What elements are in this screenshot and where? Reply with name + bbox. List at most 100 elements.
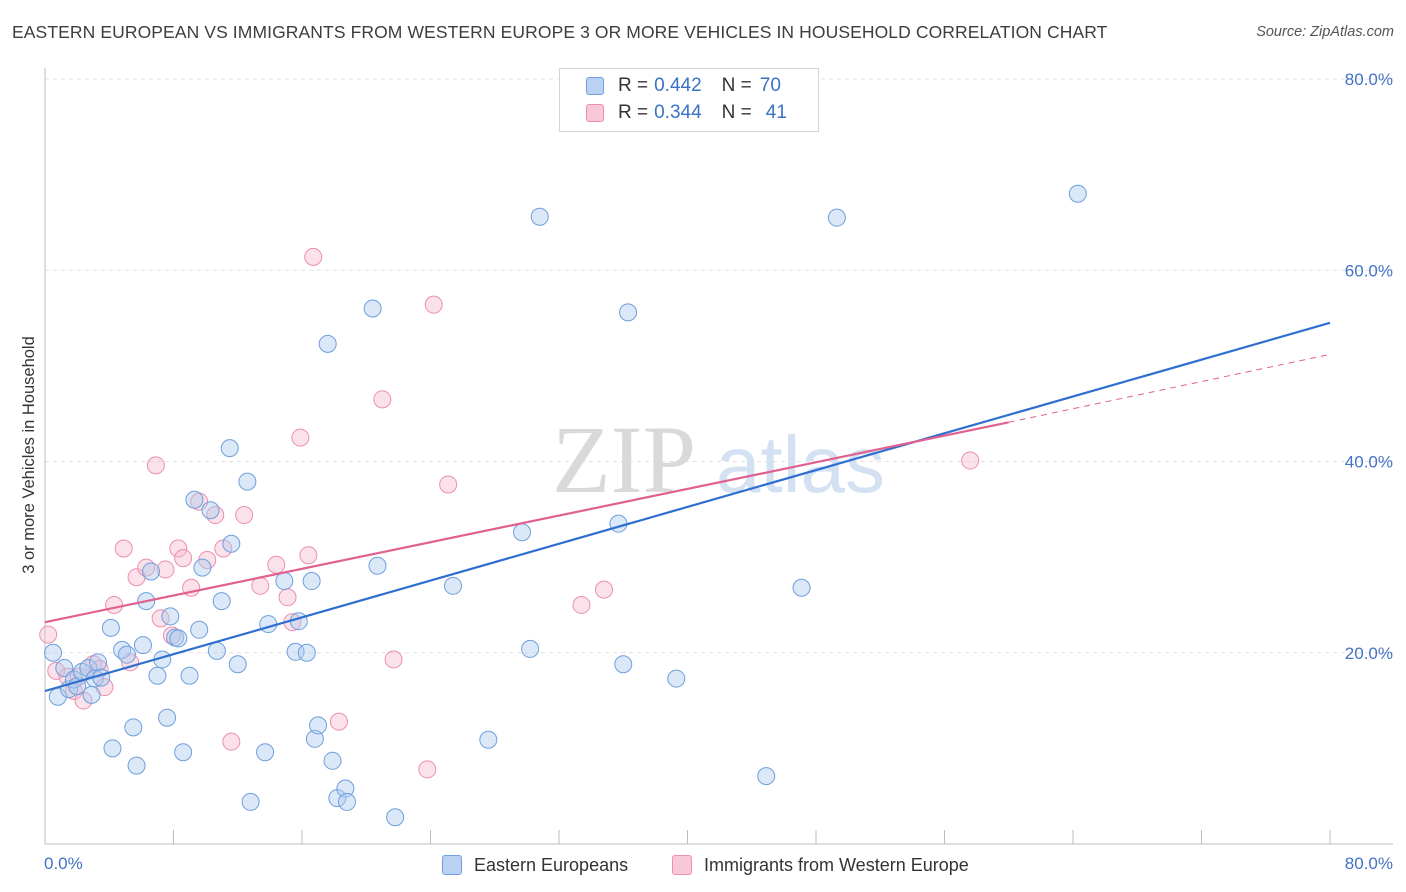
data-point-eastern-european (127, 756, 146, 775)
data-point-western-europe (39, 625, 58, 644)
data-point-western-europe (418, 760, 437, 779)
data-point-eastern-european (323, 751, 342, 770)
data-point-eastern-european (530, 207, 549, 226)
data-point-eastern-european (619, 303, 638, 322)
data-point-eastern-european (609, 514, 628, 533)
source-label: Source: ZipAtlas.com (1256, 24, 1394, 40)
y-axis-title: 3 or more Vehicles in Household (20, 336, 38, 574)
data-point-eastern-european (513, 523, 532, 542)
data-point-eastern-european (238, 472, 257, 491)
data-point-western-europe (114, 539, 133, 558)
data-point-eastern-european (55, 659, 74, 678)
data-point-eastern-european (103, 739, 122, 758)
data-point-eastern-european (148, 666, 167, 685)
legend-n-value: 41 (765, 102, 787, 123)
data-point-eastern-european (302, 572, 321, 591)
data-point-eastern-european (174, 743, 193, 762)
y-tick-label: 20.0% (1345, 644, 1393, 663)
bottom-legend-swatch-pink (672, 855, 692, 875)
data-point-western-europe (174, 549, 193, 568)
data-point-eastern-european (289, 612, 308, 631)
data-point-eastern-european (82, 685, 101, 704)
y-tick-label: 80.0% (1345, 70, 1393, 89)
legend-r-value: 0.344 (654, 102, 702, 123)
data-point-eastern-european (241, 792, 260, 811)
pink-points (39, 247, 980, 779)
data-point-eastern-european (228, 655, 247, 674)
y-tick-labels: 20.0% 40.0% 60.0% 80.0% (1345, 70, 1393, 663)
data-point-western-europe (206, 506, 225, 525)
data-point-eastern-european (259, 615, 278, 634)
grid-lines (45, 78, 1393, 654)
data-point-western-europe (572, 595, 591, 614)
data-point-eastern-european (368, 556, 387, 575)
trend-line-western-europe (44, 421, 1009, 624)
axes (44, 68, 1393, 845)
data-point-eastern-european (207, 641, 226, 660)
y-tick-label: 60.0% (1345, 261, 1393, 280)
data-point-eastern-european (180, 666, 199, 685)
legend-swatch-pink (586, 104, 604, 122)
data-point-western-europe (156, 560, 175, 579)
data-point-western-europe (291, 428, 310, 447)
watermark-zip: ZIP (552, 406, 696, 513)
x-tick-label: 0.0% (44, 854, 83, 873)
trend-line-western-europe-extension (1008, 353, 1331, 423)
data-point-western-europe (169, 539, 188, 558)
legend-r-label: R = (618, 102, 649, 123)
data-point-eastern-european (667, 669, 686, 688)
data-point-eastern-european (201, 501, 220, 520)
legend: R = 0.442 N = 70 R = 0.344 N = 41 (559, 68, 819, 132)
data-point-eastern-european (614, 655, 633, 674)
data-point-western-europe (222, 732, 241, 751)
x-tick-labels: 0.0% 80.0% (44, 854, 1393, 873)
data-point-eastern-european (443, 576, 462, 595)
data-point-western-europe (146, 456, 165, 475)
x-tick-label: 80.0% (1345, 854, 1393, 873)
data-point-eastern-european (169, 629, 188, 648)
data-point-eastern-european (79, 659, 98, 678)
data-point-eastern-european (827, 208, 846, 227)
data-point-western-europe (278, 588, 297, 607)
data-point-eastern-european (158, 708, 177, 727)
data-point-eastern-european (193, 558, 212, 577)
data-point-eastern-european (161, 607, 180, 626)
data-point-eastern-european (117, 645, 136, 664)
data-point-western-europe (304, 247, 323, 266)
data-point-western-europe (961, 451, 980, 470)
data-point-eastern-european (521, 639, 540, 658)
data-point-western-europe (373, 390, 392, 409)
data-point-eastern-european (89, 653, 108, 672)
data-point-eastern-european (212, 592, 231, 611)
data-point-western-europe (235, 506, 254, 525)
data-point-western-europe (105, 595, 124, 614)
data-point-eastern-european (479, 730, 498, 749)
data-point-eastern-european (101, 618, 120, 637)
legend-n-label: N = (721, 102, 752, 123)
data-point-eastern-european (757, 767, 776, 786)
data-point-eastern-european (337, 792, 356, 811)
data-point-eastern-european (305, 729, 324, 748)
y-tick-label: 40.0% (1345, 453, 1393, 472)
data-point-eastern-european (256, 743, 275, 762)
data-point-eastern-european (190, 620, 209, 639)
data-point-western-europe (424, 295, 443, 314)
legend-row-eastern: R = 0.442 N = 70 (586, 73, 781, 99)
trend-line-eastern-european (44, 321, 1331, 693)
data-point-eastern-european (185, 490, 204, 509)
data-point-eastern-european (124, 718, 143, 737)
data-point-eastern-european (44, 643, 63, 662)
bottom-legend-label: Eastern Europeans (474, 854, 629, 875)
legend-r-label: R = (618, 75, 649, 96)
legend-n-label: N = (721, 75, 752, 96)
data-point-western-europe (439, 475, 458, 494)
legend-row-western: R = 0.344 N = 41 (586, 100, 787, 126)
legend-n-value: 70 (759, 75, 781, 96)
bottom-legend-eastern: Eastern Europeans (442, 852, 628, 878)
data-point-eastern-european (363, 299, 382, 318)
chart-title: EASTERN EUROPEAN VS IMMIGRANTS FROM WEST… (12, 22, 1108, 42)
trend-lines (44, 321, 1331, 693)
legend-swatch-blue (586, 77, 604, 95)
data-point-western-europe (594, 580, 613, 599)
